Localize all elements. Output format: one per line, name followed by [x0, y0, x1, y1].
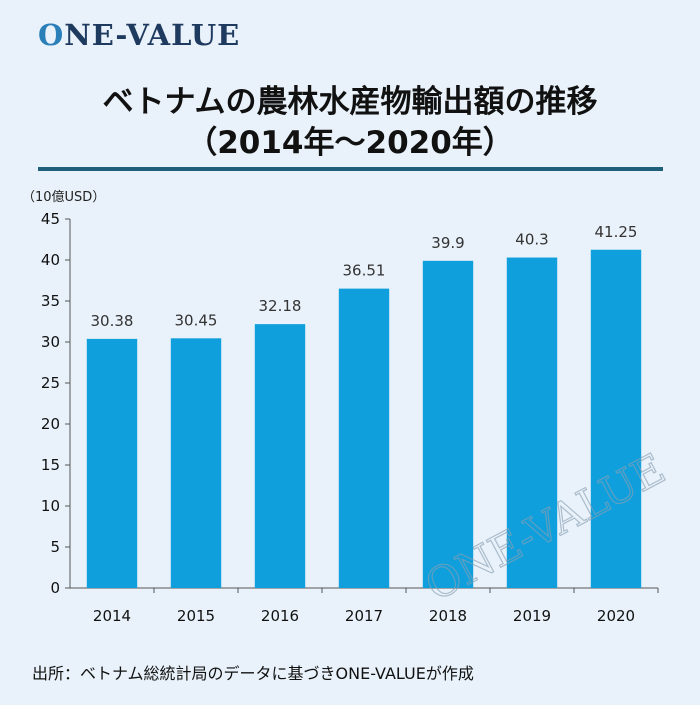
data-label: 40.3	[515, 231, 548, 249]
y-tick-label: 25	[41, 374, 60, 392]
y-tick-label: 5	[50, 538, 60, 556]
chart-title: ベトナムの農林水産物輸出額の推移	[0, 82, 700, 122]
y-tick-label: 30	[41, 333, 60, 351]
data-label: 30.45	[175, 311, 218, 329]
x-tick-label: 2020	[597, 607, 635, 625]
chart-subtitle: （2014年～2020年）	[0, 123, 700, 163]
data-label: 32.18	[259, 297, 302, 315]
bar	[171, 338, 221, 588]
y-tick-label: 20	[41, 415, 60, 433]
logo-mark: O	[38, 18, 64, 52]
data-label: 39.9	[431, 234, 464, 252]
y-tick-label: 40	[41, 251, 60, 269]
y-tick-label: 15	[41, 456, 60, 474]
bar	[87, 339, 137, 588]
bar	[255, 324, 305, 588]
y-tick-label: 10	[41, 497, 60, 515]
y-axis-label: （10億USD）	[22, 189, 105, 205]
x-tick-label: 2015	[177, 607, 215, 625]
x-tick-label: 2019	[513, 607, 551, 625]
y-tick-label: 0	[50, 579, 60, 597]
bar	[591, 250, 641, 588]
bar	[423, 261, 473, 588]
one-value-logo: ONE-VALUE	[38, 18, 240, 52]
x-tick-label: 2016	[261, 607, 299, 625]
y-tick-label: 45	[41, 210, 60, 228]
data-label: 30.38	[91, 312, 134, 330]
bar	[339, 289, 389, 588]
x-tick-label: 2017	[345, 607, 383, 625]
data-label: 36.51	[343, 262, 386, 280]
title-divider	[38, 167, 663, 171]
x-tick-label: 2014	[93, 607, 131, 625]
logo-text: NE-VALUE	[64, 18, 240, 52]
x-tick-label: 2018	[429, 607, 467, 625]
y-tick-label: 35	[41, 292, 60, 310]
data-label: 41.25	[595, 223, 638, 241]
bar-chart: （10億USD） 0 5 10 15 20 25 30 35 40 45 2014 2015 2016 2…	[0, 180, 700, 640]
source-note: 出所：ベトナム総統計局のデータに基づきONE-VALUEが作成	[32, 660, 474, 684]
